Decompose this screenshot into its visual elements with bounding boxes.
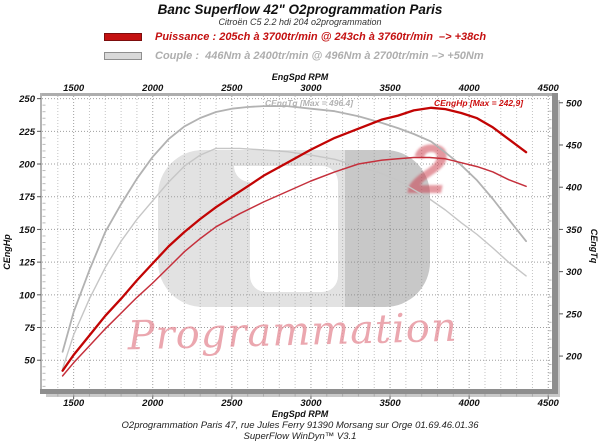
frame-bottom — [40, 389, 558, 394]
tick-label-bottom-3000: 3000 — [300, 398, 322, 409]
curve-couple-o2 — [61, 105, 527, 353]
curve-couple-origine — [61, 147, 527, 370]
tick-label-bottom-2500: 2500 — [220, 398, 243, 409]
chart-grid — [42, 96, 553, 389]
tick-label-left-50: 50 — [24, 356, 35, 367]
frame-right — [552, 93, 558, 394]
watermark-logo-ring — [158, 150, 430, 307]
tick-label-left-150: 150 — [19, 225, 36, 236]
tick-label-bottom-4000: 4000 — [458, 398, 481, 409]
tick-label-bottom-2000: 2000 — [141, 398, 164, 409]
tick-label-top-2000: 2000 — [141, 83, 164, 94]
tick-label-top-3500: 3500 — [379, 83, 401, 94]
legend-row-couple: Couple : 446Nm à 2400tr/min @ 496Nm à 27… — [104, 50, 484, 62]
legend-label-puissance: Puissance : 205ch à 3700tr/min @ 243ch à… — [155, 31, 487, 43]
couple-line-swatch — [104, 52, 142, 60]
legend-row-puissance: Puissance : 205ch à 3700tr/min @ 243ch à… — [104, 31, 486, 43]
tick-label-right-450: 450 — [565, 140, 583, 151]
frame-top — [40, 93, 558, 96]
watermark-logo-shade — [345, 150, 430, 307]
frame-left — [40, 93, 42, 394]
tick-label-right-250: 250 — [565, 309, 583, 320]
tick-label-top-1500: 1500 — [63, 83, 85, 94]
footer-software: SuperFlow WinDyn™ V3.1 — [243, 431, 357, 442]
chart-axis-ticks: 1500150020002000250025003000300035003500… — [18, 83, 582, 409]
left-axis-title: CEngHp — [2, 234, 12, 270]
tick-label-bottom-1500: 1500 — [63, 398, 85, 409]
tick-label-left-200: 200 — [18, 160, 36, 171]
tick-label-right-350: 350 — [566, 225, 583, 236]
torque-max-annotation: CEngTq [Max = 496.4] — [265, 98, 354, 108]
tick-label-bottom-3500: 3500 — [379, 398, 401, 409]
tick-label-top-2500: 2500 — [220, 83, 243, 94]
report-title: Banc Superflow 42" O2programmation Paris — [157, 2, 443, 17]
tick-label-right-500: 500 — [566, 98, 583, 109]
bottom-axis-title: EngSpd RPM — [272, 409, 329, 419]
tick-label-right-300: 300 — [566, 267, 583, 278]
top-axis-title: EngSpd RPM — [272, 72, 329, 82]
legend-label-couple: Couple : 446Nm à 2400tr/min @ 496Nm à 27… — [155, 50, 484, 62]
tick-label-top-3000: 3000 — [300, 83, 322, 94]
right-axis-title: CEngTq — [589, 229, 599, 264]
power-max-annotation: CEngHp [Max = 242,9] — [434, 98, 524, 108]
tick-label-right-200: 200 — [565, 352, 583, 363]
chart-frame — [40, 93, 560, 397]
report-subtitle: Citroën C5 2.2 hdi 204 o2programmation — [218, 17, 382, 27]
chart-watermark-logo: 2 Programmation — [126, 130, 458, 359]
tick-label-top-4000: 4000 — [458, 83, 481, 94]
tick-label-left-125: 125 — [19, 258, 36, 269]
tick-label-left-225: 225 — [18, 127, 36, 138]
tick-label-left-250: 250 — [18, 94, 36, 105]
tick-label-left-175: 175 — [19, 192, 36, 203]
frame-shadow-bottom — [46, 394, 560, 397]
watermark-digit: 2 — [407, 130, 448, 208]
curve-puissance-origine — [61, 156, 527, 377]
tick-label-top-4500: 4500 — [537, 83, 560, 94]
frame-shadow-right — [557, 100, 560, 397]
puissance-line-swatch — [104, 33, 142, 41]
footer-address: O2programmation Paris 47, rue Jules Ferr… — [121, 420, 479, 431]
curve-puissance-o2 — [61, 106, 528, 372]
tick-label-right-400: 400 — [565, 183, 583, 194]
tick-label-bottom-4500: 4500 — [537, 398, 560, 409]
tick-label-left-100: 100 — [19, 290, 36, 301]
chart-curves — [61, 105, 528, 377]
watermark-script-text: Programmation — [126, 305, 458, 360]
tick-label-left-75: 75 — [24, 323, 35, 334]
